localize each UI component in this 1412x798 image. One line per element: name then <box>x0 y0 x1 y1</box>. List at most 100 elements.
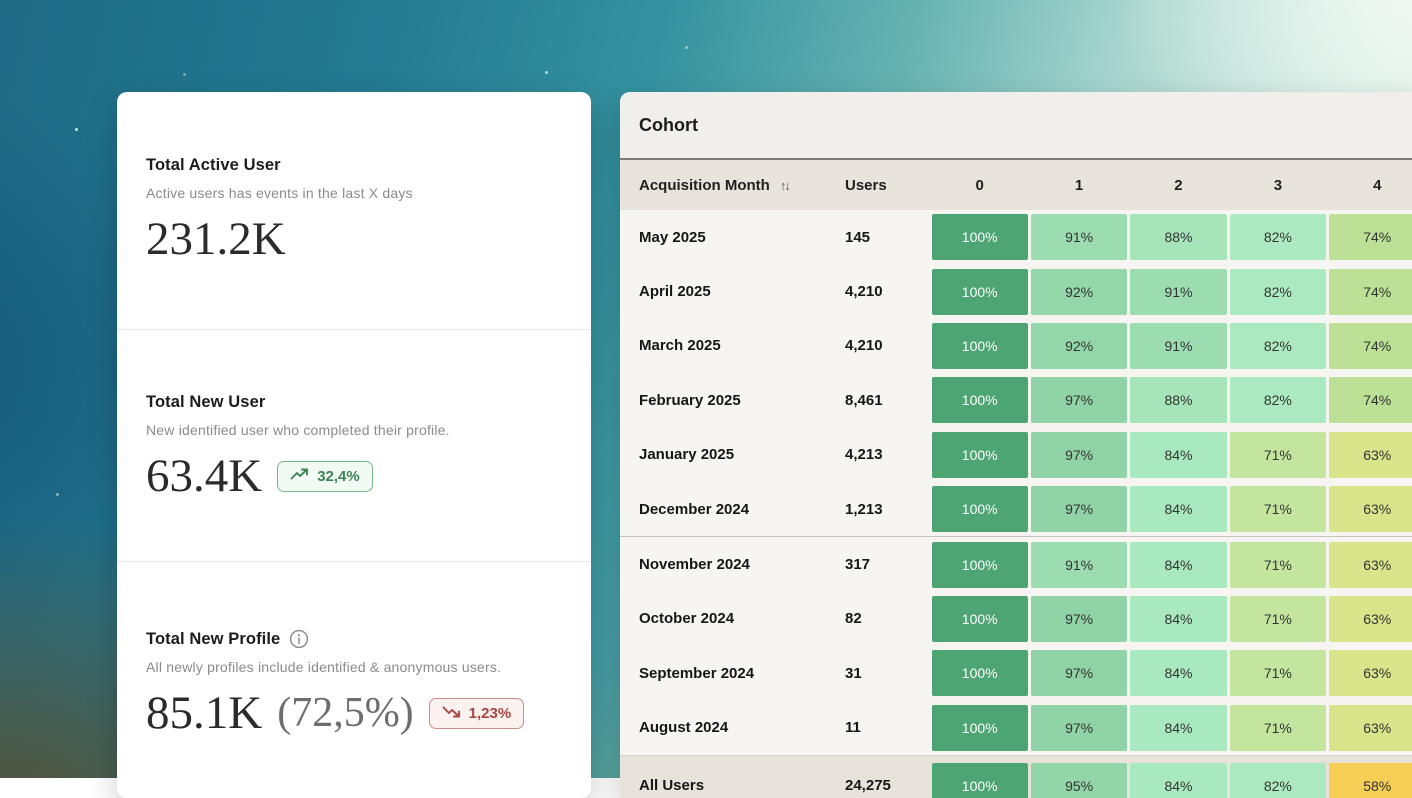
row-month-label: November 2024 <box>639 556 750 574</box>
metric-subtitle: All newly profiles include identified & … <box>146 659 502 675</box>
row-users-value: 11 <box>845 719 861 737</box>
row-month-label: February 2025 <box>639 391 741 409</box>
row-users-value: 145 <box>845 228 871 246</box>
metrics-card: Total Active User Active users has event… <box>117 92 591 798</box>
column-header-period-1: 1 <box>1074 176 1084 194</box>
row-users-value: 4,210 <box>845 283 883 301</box>
trend-badge-label: 1,23% <box>468 704 512 722</box>
heat-cell: 88% <box>1130 377 1227 424</box>
metric-subtitle: Active users has events in the last X da… <box>146 185 413 201</box>
heat-cell: 97% <box>1030 704 1128 751</box>
heat-cell: 63% <box>1329 486 1412 533</box>
heat-cell: 74% <box>1329 268 1412 315</box>
heat-cell: 100% <box>931 541 1028 588</box>
cohort-row: March 2025 4,210 100% 92% 91% 82% 74% <box>620 319 1412 373</box>
heat-cell: 84% <box>1130 486 1227 533</box>
heat-cell: 84% <box>1130 595 1227 642</box>
column-header-users: Users <box>845 176 887 194</box>
metric-title: Total New Profile <box>146 629 281 648</box>
row-users-value: 8,461 <box>845 391 883 409</box>
heat-cell: 100% <box>931 214 1028 261</box>
heat-cell: 91% <box>1130 322 1227 369</box>
heat-cell: 100% <box>931 704 1028 751</box>
heat-cell: 63% <box>1329 541 1412 588</box>
column-header-acquisition-month[interactable]: Acquisition Month ↑↓ <box>620 177 845 194</box>
row-users-value: 4,213 <box>845 446 883 464</box>
heat-cell: 100% <box>931 595 1028 642</box>
heat-cell: 92% <box>1030 322 1128 369</box>
heat-cell: 100% <box>931 377 1028 424</box>
column-header-period-4: 4 <box>1373 176 1382 194</box>
cohort-row: September 2024 31 100% 97% 84% 71% 63% <box>620 646 1412 700</box>
heat-cell: 71% <box>1229 541 1327 588</box>
heat-cell: 63% <box>1329 595 1412 642</box>
metric-value: 85.1K <box>146 687 263 739</box>
heat-cell: 82% <box>1229 322 1327 369</box>
heat-cell: 91% <box>1130 268 1227 315</box>
star-dot <box>56 493 59 496</box>
heat-cell: 84% <box>1130 541 1227 588</box>
metric-subtitle: New identified user who completed their … <box>146 422 450 438</box>
heat-cell: 74% <box>1329 322 1412 369</box>
metric-title: Total Active User <box>146 156 281 174</box>
heat-cell: 97% <box>1030 486 1128 533</box>
row-month-label: October 2024 <box>639 610 735 628</box>
heat-cell: 100% <box>931 268 1028 315</box>
cohort-title: Cohort <box>639 114 698 135</box>
cohort-row: May 2025 145 100% 91% 88% 82% 74% <box>620 210 1412 264</box>
heat-cell: 97% <box>1030 431 1128 478</box>
heat-cell: 82% <box>1229 762 1327 798</box>
heat-cell: 84% <box>1130 704 1227 751</box>
heat-cell: 71% <box>1229 486 1327 533</box>
heat-cell: 84% <box>1130 650 1227 697</box>
trend-down-icon <box>442 705 461 722</box>
row-month-label: April 2025 <box>639 283 711 301</box>
cohort-table-body: May 2025 145 100% 91% 88% 82% 74% April 2025 4,2… <box>620 210 1412 798</box>
cohort-row: January 2025 4,213 100% 97% 84% 71% 63% <box>620 428 1412 482</box>
row-month-label: January 2025 <box>639 446 735 464</box>
trend-up-icon <box>290 468 309 485</box>
metric-section-total-new-user: Total New User New identified user who c… <box>117 330 591 562</box>
star-dot <box>545 71 548 74</box>
heat-cell: 100% <box>931 322 1028 369</box>
heat-cell: 71% <box>1229 650 1327 697</box>
metric-value: 231.2K <box>146 213 286 265</box>
heat-cell: 100% <box>931 650 1028 697</box>
heat-cell: 71% <box>1229 431 1327 478</box>
heat-cell: 100% <box>931 431 1028 478</box>
cohort-row: December 2024 1,213 100% 97% 84% 71% 63% <box>620 482 1412 538</box>
heat-cell: 92% <box>1030 268 1128 315</box>
heat-cell: 63% <box>1329 704 1412 751</box>
heat-cell: 74% <box>1329 214 1412 261</box>
metric-value: 63.4K <box>146 450 263 502</box>
heat-cell: 100% <box>931 486 1028 533</box>
heat-cell: 71% <box>1229 704 1327 751</box>
column-header-period-3: 3 <box>1273 176 1283 194</box>
column-header-label: Acquisition Month <box>639 176 770 194</box>
metric-section-total-new-profile: Total New Profile All newly profiles inc… <box>117 562 591 798</box>
row-users-value: 82 <box>845 610 862 628</box>
info-icon[interactable] <box>289 629 309 649</box>
metric-secondary-value: (72,5%) <box>277 690 414 736</box>
trend-badge-down: 1,23% <box>428 697 525 729</box>
row-users-value: 24,275 <box>845 777 891 795</box>
cohort-summary-row: All Users 24,275 100% 95% 84% 82% 58% <box>620 754 1412 798</box>
cohort-row: April 2025 4,210 100% 92% 91% 82% 74% <box>620 264 1412 318</box>
heat-cell: 84% <box>1130 762 1227 798</box>
row-month-label: December 2024 <box>639 500 750 518</box>
trend-badge-label: 32,4% <box>317 467 360 485</box>
heat-cell: 91% <box>1030 541 1128 588</box>
cohort-row: February 2025 8,461 100% 97% 88% 82% 74% <box>620 373 1412 427</box>
row-month-label: All Users <box>639 777 705 795</box>
row-month-label: May 2025 <box>639 228 706 246</box>
column-header-period-0: 0 <box>975 176 984 194</box>
heat-cell: 58% <box>1329 762 1412 798</box>
heat-cell: 82% <box>1229 377 1327 424</box>
sort-icon[interactable]: ↑↓ <box>779 177 791 193</box>
heat-cell: 97% <box>1030 650 1128 697</box>
row-users-value: 317 <box>845 556 871 574</box>
row-users-value: 4,210 <box>845 337 883 355</box>
heat-cell: 63% <box>1329 431 1412 478</box>
row-month-label: September 2024 <box>639 664 755 682</box>
